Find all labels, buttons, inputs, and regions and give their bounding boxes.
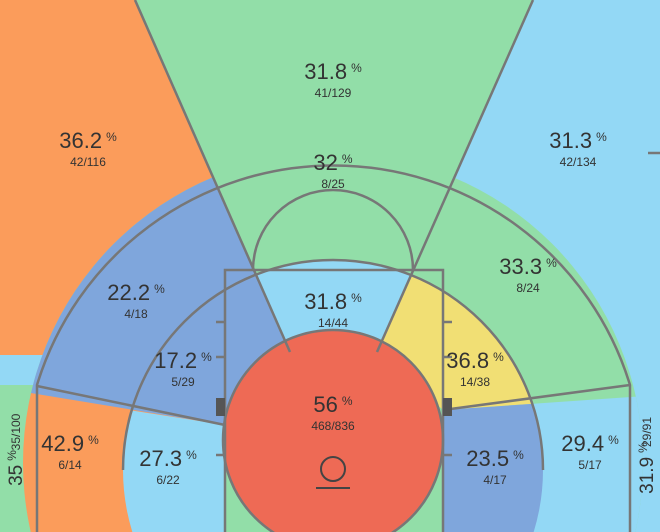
zone-pct: 32% <box>313 150 352 175</box>
pct-unit: % <box>546 256 557 270</box>
zone-label: 29.4 % 5/17 <box>561 431 619 472</box>
zone-made-att: 6/14 <box>58 458 82 472</box>
zone-label: 31.9%29/91 <box>636 417 658 494</box>
pct-value: 36.2 <box>59 128 102 153</box>
pct-unit: % <box>106 130 117 144</box>
zone-made-att: 4/18 <box>124 307 148 321</box>
pct-unit: % <box>342 152 353 166</box>
zone-pct: 56% <box>313 392 352 417</box>
zone-label: 42.9 % 6/14 <box>41 431 99 472</box>
zone-label: 27.3 % 6/22 <box>139 446 197 487</box>
pct-unit: % <box>493 350 504 364</box>
zone-made-att: 5/17 <box>578 458 602 472</box>
pct-unit: % <box>186 448 197 462</box>
pct-value: 27.3 <box>139 446 182 471</box>
zone-pct: 42.9% <box>41 431 99 456</box>
zone-made-att: 8/25 <box>321 177 345 191</box>
zone-pct: 33.3% <box>499 254 557 279</box>
pct-value: 31.8 <box>304 59 347 84</box>
pct-value: 31.3 <box>549 128 592 153</box>
zone-pct: 29.4% <box>561 431 619 456</box>
pct-value: 23.5 <box>466 446 509 471</box>
pct-unit: % <box>608 433 619 447</box>
zone-label: 22.2 % 4/18 <box>107 280 165 321</box>
pct-unit: % <box>513 448 524 462</box>
zone-label: 23.5 % 4/17 <box>466 446 524 487</box>
zone-pct: 36.8% <box>446 348 504 373</box>
zone-made-att: 42/116 <box>70 155 106 169</box>
pct-value: 56 <box>313 392 337 417</box>
pct-unit: % <box>351 61 362 75</box>
zone-label: 35%35/100 <box>5 413 27 486</box>
zone-made-att: 468/836 <box>311 419 355 433</box>
zone-pct: 31.9% <box>636 442 658 494</box>
pct-value: 32 <box>313 150 337 175</box>
pct-unit: % <box>154 282 165 296</box>
zone-pct: 31.3% <box>549 128 607 153</box>
zone-label: 33.3 % 8/24 <box>499 254 557 295</box>
pct-value: 22.2 <box>107 280 150 305</box>
pct-value: 31.9 <box>637 457 658 494</box>
zone-made-att: 4/17 <box>483 473 507 487</box>
zone-label: 31.8 %14/44 <box>304 289 362 330</box>
zone-label: 32 % 8/25 <box>313 150 352 191</box>
pct-value: 31.8 <box>304 289 347 314</box>
pct-unit: % <box>88 433 99 447</box>
zone-label: 36.2 %42/116 <box>59 128 117 169</box>
zone-made-att: 41/129 <box>315 86 352 100</box>
zone-pct: 27.3% <box>139 446 197 471</box>
zone-pct: 17.2% <box>154 348 212 373</box>
zone-label: 36.8 %14/38 <box>446 348 504 389</box>
pct-value: 35 <box>6 465 27 486</box>
zone-made-att: 29/91 <box>640 417 654 447</box>
pct-unit: % <box>5 450 19 461</box>
zone-pct: 31.8% <box>304 289 362 314</box>
zone-label: 56 % 468/836 <box>311 392 355 433</box>
zone-label: 31.8 % 41/129 <box>304 59 362 100</box>
pct-unit: % <box>351 291 362 305</box>
zone-made-att: 14/38 <box>460 375 490 389</box>
pct-value: 29.4 <box>561 431 604 456</box>
zone-pct: 36.2% <box>59 128 117 153</box>
pct-value: 17.2 <box>154 348 197 373</box>
pct-value: 36.8 <box>446 348 489 373</box>
pct-value: 33.3 <box>499 254 542 279</box>
zone-pct: 31.8% <box>304 59 362 84</box>
pct-unit: % <box>201 350 212 364</box>
zone-made-att: 5/29 <box>171 375 195 389</box>
pct-value: 42.9 <box>41 431 84 456</box>
zone-label: 31.3 % 42/134 <box>549 128 607 169</box>
zone-label: 17.2 % 5/29 <box>154 348 212 389</box>
zone-made-att: 42/134 <box>560 155 597 169</box>
zone-pct: 23.5% <box>466 446 524 471</box>
court-lines <box>35 0 660 532</box>
pct-unit: % <box>342 394 353 408</box>
zone-made-att: 14/44 <box>318 316 348 330</box>
zone-pct: 35% <box>5 450 27 486</box>
zone-made-att: 6/22 <box>156 473 180 487</box>
zone-pct: 22.2% <box>107 280 165 305</box>
zone-made-att: 8/24 <box>516 281 540 295</box>
pct-unit: % <box>636 442 650 453</box>
zone-made-att: 35/100 <box>9 413 23 450</box>
pct-unit: % <box>596 130 607 144</box>
